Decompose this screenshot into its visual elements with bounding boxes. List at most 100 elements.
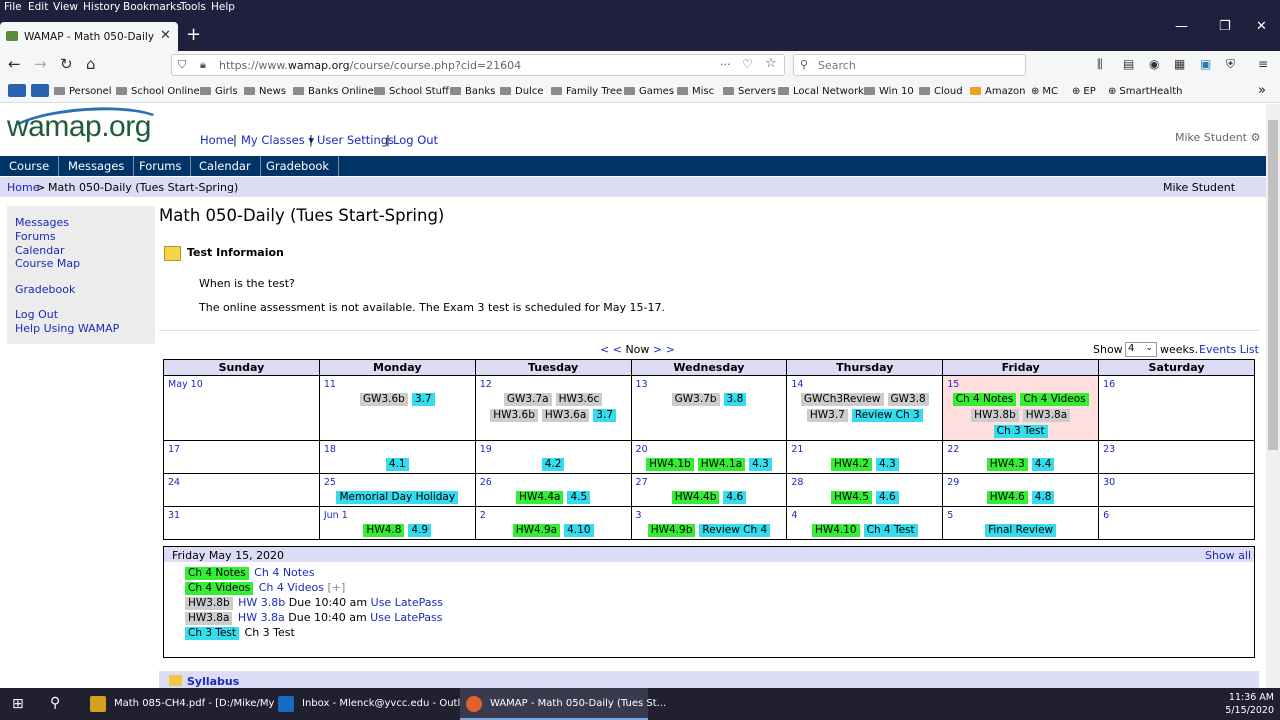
calendar-date-number[interactable]: 19 <box>479 444 492 455</box>
menu-tools[interactable]: Tools <box>180 1 206 13</box>
calendar-date-number[interactable]: 24 <box>168 477 181 488</box>
calendar-event[interactable]: 3.7 <box>411 393 435 406</box>
calendar-event[interactable]: GW3.7b <box>671 393 720 406</box>
event-link[interactable]: Ch 4 Videos <box>258 581 324 594</box>
left-nav-messages[interactable]: Messages <box>15 216 69 229</box>
log-out-link[interactable]: Log Out <box>393 133 439 147</box>
calendar-day-cell[interactable]: 18 4.1 <box>318 440 476 474</box>
calendar-event[interactable]: Ch 4 Test <box>863 524 918 537</box>
bookmark-servers[interactable]: Servers <box>723 86 776 97</box>
tab-messages[interactable]: Messages <box>59 156 135 176</box>
calendar-day-cell[interactable]: 30 <box>1098 473 1255 507</box>
calendar-day-cell[interactable]: 16 <box>1098 375 1255 441</box>
page-actions-icon[interactable]: ··· <box>720 58 731 71</box>
left-nav-help[interactable]: Help Using WAMAP <box>15 322 120 335</box>
calendar-event[interactable]: HW3.6a <box>541 409 590 422</box>
calendar-day-cell[interactable]: 21 HW4.2 4.3 <box>786 440 944 474</box>
scrollbar-thumb[interactable] <box>1268 120 1278 450</box>
menu-bookmarks[interactable]: Bookmarks <box>123 1 182 13</box>
calendar-day-cell[interactable]: 11 GW3.6b 3.7 <box>318 375 476 441</box>
bookmark-school-stuff[interactable]: School Stuff <box>374 86 449 97</box>
restore-icon[interactable]: ❐ <box>1219 19 1231 34</box>
calendar-event[interactable]: 4.3 <box>749 458 772 471</box>
calendar-date-number[interactable]: 18 <box>323 444 336 455</box>
menu-file[interactable]: File <box>4 1 22 13</box>
event-tag[interactable]: Ch 3 Test <box>185 627 240 640</box>
calendar-day-cell[interactable]: May 10 <box>163 375 320 441</box>
calendar-event[interactable]: HW4.3 <box>986 458 1028 471</box>
left-nav-forums[interactable]: Forums <box>15 230 56 243</box>
calendar-event[interactable]: Ch 3 Test <box>993 425 1048 438</box>
calendar-day-cell[interactable]: 23 <box>1098 440 1255 474</box>
bookmark-ep[interactable]: ⊕ EP <box>1072 86 1096 97</box>
minimize-icon[interactable]: — <box>1175 19 1188 34</box>
extension-icon[interactable]: ▦ <box>1174 57 1186 71</box>
calendar-day-cell[interactable]: 22 HW4.3 4.4 <box>942 440 1100 474</box>
bookmark-news[interactable]: News <box>244 86 286 97</box>
breadcrumb-home[interactable]: Home <box>7 181 40 194</box>
bookmark-banks-online[interactable]: Banks Online <box>293 86 374 97</box>
calendar-event[interactable]: GW3.8 <box>887 393 929 406</box>
calendar-event[interactable]: HW4.9a <box>512 524 561 537</box>
latepass-link[interactable]: Use LatePass <box>370 611 443 624</box>
calendar-event[interactable]: GWCh3Review <box>800 393 884 406</box>
tab-forums[interactable]: Forums <box>130 156 192 176</box>
account-icon[interactable]: ◉ <box>1149 57 1160 71</box>
calendar-date-number[interactable]: 5 <box>947 510 954 521</box>
calendar-event[interactable]: HW4.9b <box>647 524 696 537</box>
calendar-event[interactable]: HW3.7 <box>806 409 848 422</box>
calendar-event[interactable]: 4.1 <box>385 458 409 471</box>
event-link[interactable]: HW 3.8b <box>238 596 286 609</box>
calendar-day-cell[interactable]: 3 HW4.9b Review Ch 4 <box>630 506 788 540</box>
search-input[interactable]: Search <box>818 59 856 72</box>
search-icon[interactable]: ⚲ <box>50 695 61 711</box>
calendar-event[interactable]: 4.6 <box>875 491 899 504</box>
calendar-date-number[interactable]: Jun 1 <box>323 510 348 521</box>
calendar-date-number[interactable]: 27 <box>635 477 648 488</box>
calendar-event[interactable]: Memorial Day Holiday <box>336 491 459 504</box>
calendar-event[interactable]: Ch 4 Notes <box>952 393 1017 406</box>
bookmark-cloud[interactable]: Cloud <box>919 86 963 97</box>
bookmark-amazon[interactable]: Amazon <box>970 86 1025 97</box>
calendar-date-number[interactable]: 31 <box>168 510 181 521</box>
calendar-day-cell[interactable]: 6 <box>1098 506 1255 540</box>
calendar-date-number[interactable]: 30 <box>1103 477 1116 488</box>
next-weeks-link[interactable]: > > <box>652 343 675 356</box>
event-tag[interactable]: Ch 4 Notes <box>185 567 249 580</box>
user-name[interactable]: Mike Student ⚙ <box>1175 131 1261 144</box>
calendar-event[interactable]: 3.7 <box>593 409 616 422</box>
calendar-day-cell[interactable]: 4 HW4.10 Ch 4 Test <box>786 506 944 540</box>
calendar-day-cell[interactable]: 5 Final Review <box>942 506 1100 540</box>
calendar-day-cell[interactable]: 14 GWCh3Review GW3.8 HW3.7 Review Ch 3 <box>786 375 944 441</box>
calendar-event[interactable]: Review Ch 3 <box>851 409 923 422</box>
url-bar[interactable]: ⛉ 🔒︎ https://www.wamap.org/course/course… <box>171 54 785 76</box>
calendar-day-cell[interactable]: 2 HW4.9a 4.10 <box>474 506 632 540</box>
bookmark-star-icon[interactable]: ☆ <box>765 56 777 71</box>
calendar-event[interactable]: 4.3 <box>875 458 899 471</box>
calendar-date-number[interactable]: 14 <box>791 379 804 390</box>
event-link[interactable]: HW 3.8a <box>237 611 285 624</box>
my-classes-dropdown[interactable]: My Classes ▾ <box>241 133 315 147</box>
bookmark-win-10[interactable]: Win 10 <box>864 86 914 97</box>
calendar-event[interactable]: HW4.4a <box>516 491 564 504</box>
forward-icon[interactable]: → <box>34 55 47 73</box>
search-bar[interactable]: ⚲ Search <box>793 54 1026 76</box>
bookmark-100-icon[interactable] <box>31 84 49 97</box>
tab-course[interactable]: Course <box>0 156 60 176</box>
pocket-icon[interactable]: ♡ <box>742 57 753 71</box>
calendar-date-number[interactable]: 15 <box>947 379 960 390</box>
prev-weeks-link[interactable]: < < <box>600 343 622 356</box>
library-icon[interactable]: ⫼ <box>1097 57 1103 71</box>
bookmark-app-icon[interactable] <box>8 84 26 97</box>
bookmark-mc[interactable]: ⊕ MC <box>1031 86 1059 97</box>
new-tab-icon[interactable]: + <box>186 24 202 45</box>
scrollbar[interactable] <box>1266 104 1280 688</box>
left-nav-course-map[interactable]: Course Map <box>15 257 81 270</box>
calendar-event[interactable]: Final Review <box>985 524 1057 537</box>
calendar-event[interactable]: HW4.5 <box>830 491 872 504</box>
more-bookmarks-icon[interactable]: » <box>1258 83 1266 98</box>
weeks-select[interactable]: 4 ⌄ <box>1125 342 1157 357</box>
calendar-date-number[interactable]: 3 <box>635 510 642 521</box>
calendar-event[interactable]: 4.8 <box>1031 491 1055 504</box>
calendar-day-cell[interactable]: 24 <box>163 473 320 507</box>
